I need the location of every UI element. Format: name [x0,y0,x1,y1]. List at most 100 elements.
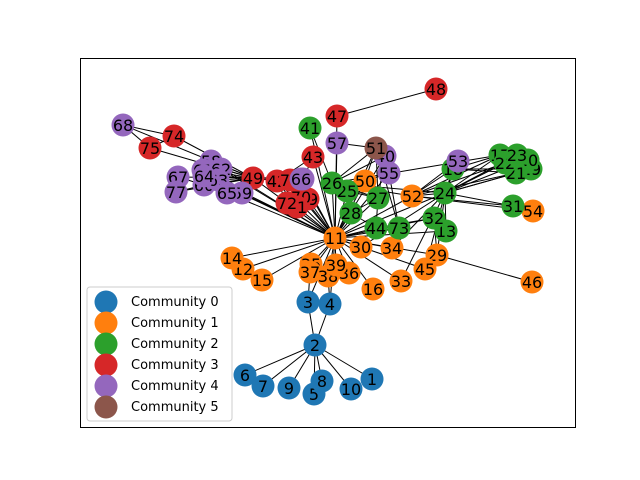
node-circle-33 [389,269,413,293]
node-circle-16 [361,277,385,301]
node-28: 28 [339,201,363,225]
node-44: 44 [364,216,388,240]
edge-11-33 [334,237,402,282]
node-label-27: 27 [368,189,388,208]
node-label-53: 53 [448,152,468,171]
node-label-43: 43 [303,148,323,167]
node-circle-64 [192,164,216,188]
node-label-11: 11 [325,229,345,248]
node-circle-51 [364,136,388,160]
node-23: 23 [505,143,529,167]
node-54: 54 [521,199,545,223]
node-68: 68 [111,113,135,137]
node-circle-39 [324,253,348,277]
node-circle-11 [323,226,347,250]
node-label-30: 30 [351,238,371,257]
node-label-51: 51 [366,139,386,158]
node-circle-3 [296,290,320,314]
node-label-45: 45 [415,260,435,279]
node-label-28: 28 [341,204,361,223]
node-circle-14 [220,246,244,270]
node-circle-8 [310,369,334,393]
node-label-37: 37 [300,263,320,282]
node-label-34: 34 [382,239,402,258]
node-73: 73 [387,216,411,240]
node-15: 15 [250,268,274,292]
node-label-16: 16 [363,280,383,299]
legend-entry-5: Community 5 [94,395,219,419]
node-39: 39 [324,253,348,277]
legend-marker-4 [94,374,118,398]
edge-47-48 [336,88,437,117]
node-3: 3 [296,290,320,314]
node-64: 64 [192,164,216,188]
node-label-44: 44 [366,219,386,238]
node-label-6: 6 [240,366,250,385]
node-43: 43 [301,145,325,169]
node-48: 48 [424,77,448,101]
node-65: 65 [215,181,239,205]
node-74: 74 [162,124,186,148]
edge-11-43 [312,156,336,239]
node-circle-9 [277,376,301,400]
edge-11-24 [334,192,446,239]
node-label-5: 5 [309,385,319,404]
node-circle-24 [433,181,457,205]
node-51: 51 [364,136,388,160]
node-label-57: 57 [327,134,347,153]
node-layer: 1234567891011121415162930333435363738394… [111,77,545,406]
node-label-23: 23 [507,146,527,165]
node-circle-46 [520,270,544,294]
node-label-75: 75 [140,139,160,158]
legend-entry-1: Community 1 [94,311,219,335]
node-circle-53 [446,149,470,173]
legend-label-3: Community 3 [131,358,219,373]
node-circle-47 [325,104,349,128]
legend-marker-3 [94,353,118,377]
node-circle-30 [349,235,373,259]
node-circle-73 [387,216,411,240]
node-label-73: 73 [389,219,409,238]
node-label-64: 64 [194,167,214,186]
legend-box [86,286,233,422]
legend-entry-4: Community 4 [94,374,219,398]
node-circle-34 [380,236,404,260]
node-circle-72 [275,191,299,215]
node-circle-1 [360,367,384,391]
node-label-47: 47 [327,107,347,126]
node-label-55: 55 [379,164,399,183]
node-9: 9 [277,376,301,400]
node-circle-4 [318,292,342,316]
node-2: 2 [303,333,327,357]
node-37: 37 [298,260,322,284]
edge-11-14 [231,237,336,259]
node-label-26: 26 [322,174,342,193]
node-circle-41 [298,116,322,140]
axes-frame [80,58,576,428]
node-circle-50 [353,169,377,193]
legend-label-0: Community 0 [131,295,219,310]
node-14: 14 [220,246,244,270]
node-circle-28 [339,201,363,225]
legend-entry-2: Community 2 [94,332,219,356]
node-52: 52 [400,184,424,208]
node-label-50: 50 [355,172,375,191]
node-circle-44 [364,216,388,240]
legend-marker-1 [94,311,118,335]
legend-marker-0 [94,290,118,314]
legend-label-2: Community 2 [131,337,219,352]
node-label-2: 2 [310,336,320,355]
node-47: 47 [325,104,349,128]
node-label-32: 32 [424,209,444,228]
node-41: 41 [298,116,322,140]
node-1: 1 [360,367,384,391]
legend-marker-5 [94,395,118,419]
node-77: 77 [164,180,188,204]
node-32: 32 [422,206,446,230]
edge-52-31 [411,195,514,207]
legend-label-4: Community 4 [131,379,219,394]
node-circle-7 [251,374,275,398]
node-34: 34 [380,236,404,260]
node-label-65: 65 [217,184,237,203]
